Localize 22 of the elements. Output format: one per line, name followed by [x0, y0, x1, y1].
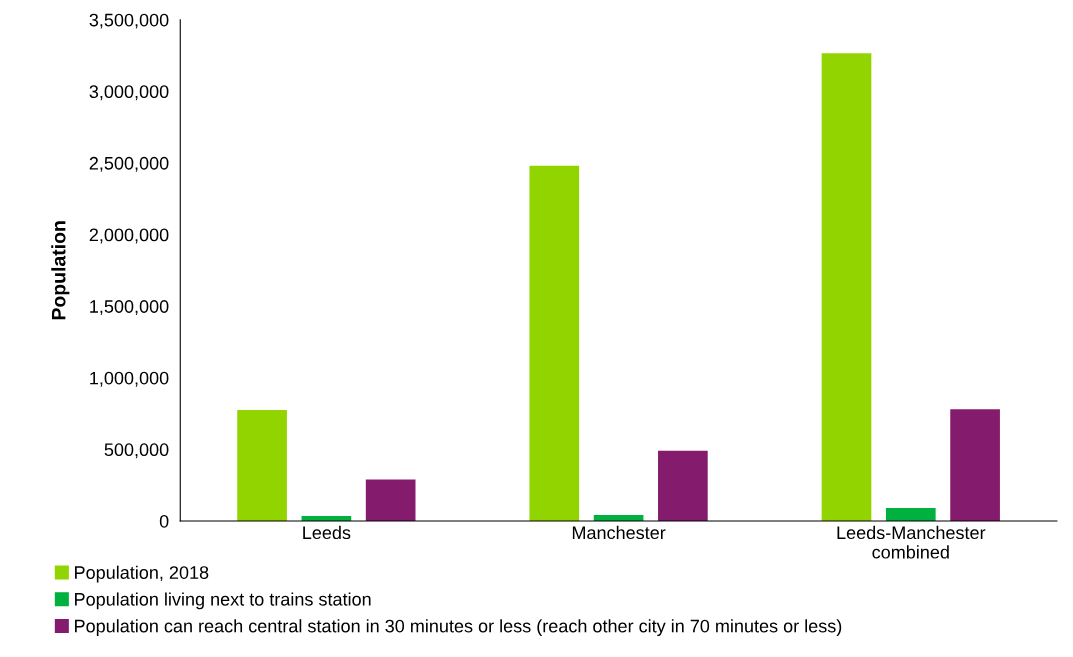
- y-tick-label: 3,500,000: [89, 13, 169, 29]
- bar: [658, 450, 708, 521]
- y-tick-label: 3,000,000: [89, 85, 169, 101]
- y-tick-label: 2,000,000: [89, 228, 169, 244]
- y-tick-label: 0: [159, 514, 169, 528]
- bar: [237, 410, 287, 521]
- bar: [529, 165, 580, 521]
- bar: [821, 53, 872, 521]
- bar: [885, 508, 936, 521]
- y-tick-label: 500,000: [104, 443, 169, 459]
- x-tick-label: Leeds-Manchester combined: [837, 525, 986, 559]
- bar: [950, 409, 1000, 521]
- legend-label: Population can reach central station in 30 minutes or less (reach other city in 70 minutes or less): [75, 619, 842, 637]
- y-tick-label: 1,500,000: [90, 300, 169, 316]
- x-tick-label: Leeds: [303, 525, 351, 540]
- legend-label: Population, 2018: [75, 565, 209, 583]
- legend-label: Population living next to trains station: [75, 592, 371, 610]
- y-tick-label: 2,500,000: [89, 156, 169, 172]
- y-tick-label: 1,000,000: [90, 371, 169, 387]
- bar: [365, 479, 416, 521]
- y-axis-title: Population: [51, 221, 70, 320]
- x-tick-label: Manchester: [572, 525, 666, 540]
